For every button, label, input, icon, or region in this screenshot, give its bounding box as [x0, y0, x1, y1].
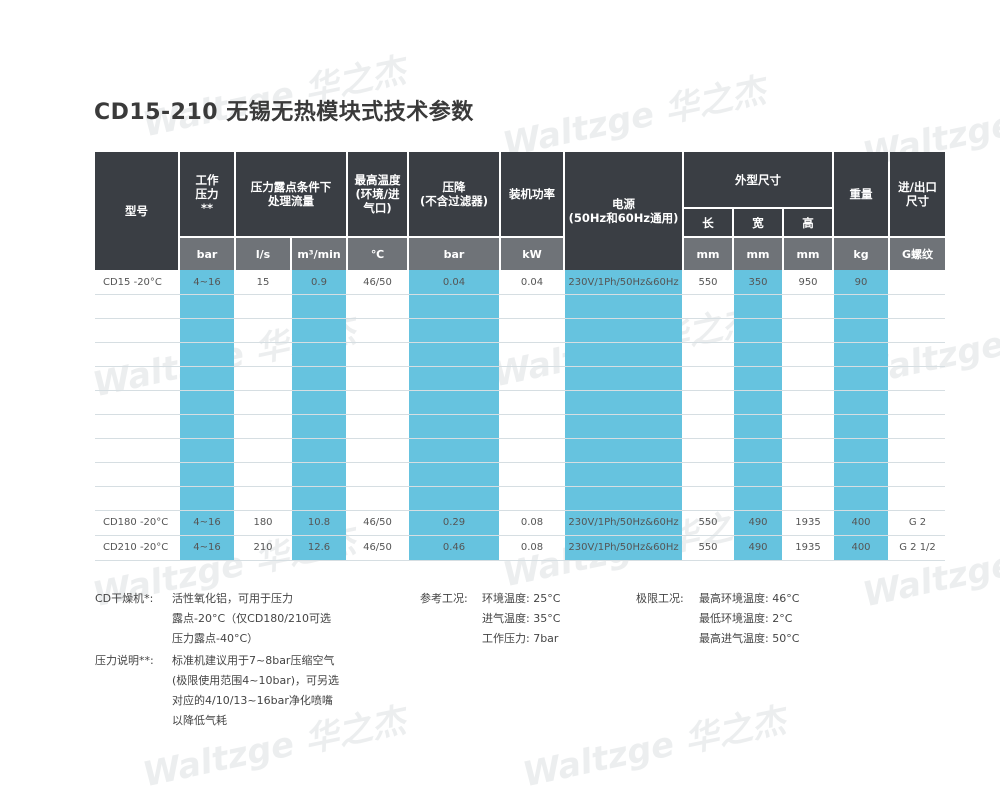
note-text: 对应的4/10/13~16bar净化喷嘴 [172, 694, 333, 707]
row-divider [95, 535, 945, 536]
row-divider [95, 366, 945, 367]
header-power: 装机功率 [501, 152, 563, 236]
unit-flow-ls: l/s [236, 238, 290, 270]
cell-pressure: 4~16 [193, 276, 221, 288]
row-divider [95, 462, 945, 463]
cell-port [890, 270, 945, 294]
header-model: 型号 [95, 152, 178, 270]
unit-temp: ℃ [348, 238, 407, 270]
cell-flow-m3: 10.8 [307, 517, 331, 528]
note-text: 压力露点-40°C） [172, 632, 259, 645]
cell-pdrop: 0.04 [442, 276, 466, 288]
cell-width: 490 [748, 542, 768, 553]
cell-pdrop: 0.29 [442, 517, 466, 528]
cell-power: 0.04 [520, 276, 544, 288]
note-text: 环境温度: 25°C [482, 592, 561, 605]
cell-height: 1935 [795, 517, 821, 528]
cell-length: 550 [698, 276, 718, 288]
unit-length: mm [684, 238, 732, 270]
cell-temp: 46/50 [363, 517, 392, 528]
cell-pressure: 4~16 [193, 517, 221, 528]
cell-supply: 230V/1Ph/50Hz&60Hz [568, 276, 679, 288]
note-text: 进气温度: 35°C [482, 612, 561, 625]
note-text: 最高进气温度: 50°C [699, 632, 800, 645]
header-dim-width: 宽 [734, 209, 782, 236]
note-text: 最低环境温度: 2°C [699, 612, 793, 625]
cell-flow-m3: 0.9 [311, 276, 327, 288]
cell-height: 950 [798, 276, 818, 288]
header-dimensions: 外型尺寸 [684, 152, 832, 207]
watermark: Waltzge 华之杰 [499, 70, 770, 166]
row-divider [95, 486, 945, 487]
header-max-temp: 最高温度 (环境/进 气口) [348, 152, 407, 236]
note-text: (极限使用范围4~10bar)，可另选 [172, 674, 340, 687]
cell-supply: 230V/1Ph/50Hz&60Hz [568, 517, 679, 528]
row-divider [95, 438, 945, 439]
cell-model: CD15 -20°C [103, 276, 162, 288]
unit-power: kW [501, 238, 563, 270]
note-text: 活性氧化铝，可用于压力 [172, 592, 293, 605]
cell-weight: 400 [851, 542, 871, 553]
unit-pressure: bar [180, 238, 234, 270]
unit-height: mm [784, 238, 832, 270]
cell-model: CD210 -20°C [103, 542, 169, 553]
unit-width: mm [734, 238, 782, 270]
cell-width: 350 [748, 276, 768, 288]
cell-temp: 46/50 [363, 542, 392, 553]
note-text: 工作压力: 7bar [482, 632, 559, 645]
row-divider [95, 390, 945, 391]
header-weight: 重量 [834, 152, 888, 236]
header-dim-height: 高 [784, 209, 832, 236]
unit-flow-m3: m³/min [292, 238, 346, 270]
cell-flow-ls: 180 [253, 517, 273, 528]
header-supply: 电源 (50Hz和60Hz通用) [565, 152, 682, 270]
note-label-reference: 参考工况: [420, 592, 468, 605]
cell-flow-ls: 210 [253, 542, 273, 553]
watermark: Waltzge 华之杰 [519, 700, 790, 796]
note-text: 标准机建议用于7~8bar压缩空气 [172, 654, 335, 667]
header-pressure-drop: 压降 (不含过滤器) [409, 152, 499, 236]
row-divider [95, 294, 945, 295]
cell-length: 550 [698, 542, 718, 553]
row-divider [95, 414, 945, 415]
cell-flow-ls: 15 [256, 276, 270, 288]
note-text: 以降低气耗 [172, 714, 227, 727]
row-divider [95, 318, 945, 319]
note-label-pressure: 压力说明**: [95, 654, 154, 667]
header-flow: 压力露点条件下 处理流量 [236, 152, 346, 236]
cell-supply: 230V/1Ph/50Hz&60Hz [568, 542, 679, 553]
header-port: 进/出口 尺寸 [890, 152, 945, 236]
cell-length: 550 [698, 517, 718, 528]
cell-power: 0.08 [520, 542, 544, 553]
cell-pressure: 4~16 [193, 542, 221, 553]
row-divider [95, 510, 945, 511]
unit-weight: kg [834, 238, 888, 270]
cell-port: G 2 1/2 [899, 542, 936, 553]
header-pressure: 工作 压力 ** [180, 152, 234, 236]
row-divider [95, 560, 945, 561]
header-dim-length: 长 [684, 209, 732, 236]
cell-width: 490 [748, 517, 768, 528]
note-text: 露点-20°C（仅CD180/210可选 [172, 612, 331, 625]
note-label-limit: 极限工况: [636, 592, 684, 605]
cell-model: CD180 -20°C [103, 517, 169, 528]
cell-weight: 400 [851, 517, 871, 528]
note-text: 最高环境温度: 46°C [699, 592, 800, 605]
cell-temp: 46/50 [363, 276, 392, 288]
note-label-cd: CD干燥机*: [95, 592, 154, 605]
cell-pdrop: 0.46 [442, 542, 466, 553]
page-title: CD15-210 无锡无热模块式技术参数 [94, 100, 474, 125]
cell-port: G 2 [908, 517, 927, 528]
unit-pdrop: bar [409, 238, 499, 270]
cell-height: 1935 [795, 542, 821, 553]
row-divider [95, 342, 945, 343]
cell-flow-m3: 12.6 [307, 542, 331, 553]
cell-weight: 90 [854, 276, 868, 288]
cell-power: 0.08 [520, 517, 544, 528]
unit-port: G螺纹 [890, 238, 945, 270]
